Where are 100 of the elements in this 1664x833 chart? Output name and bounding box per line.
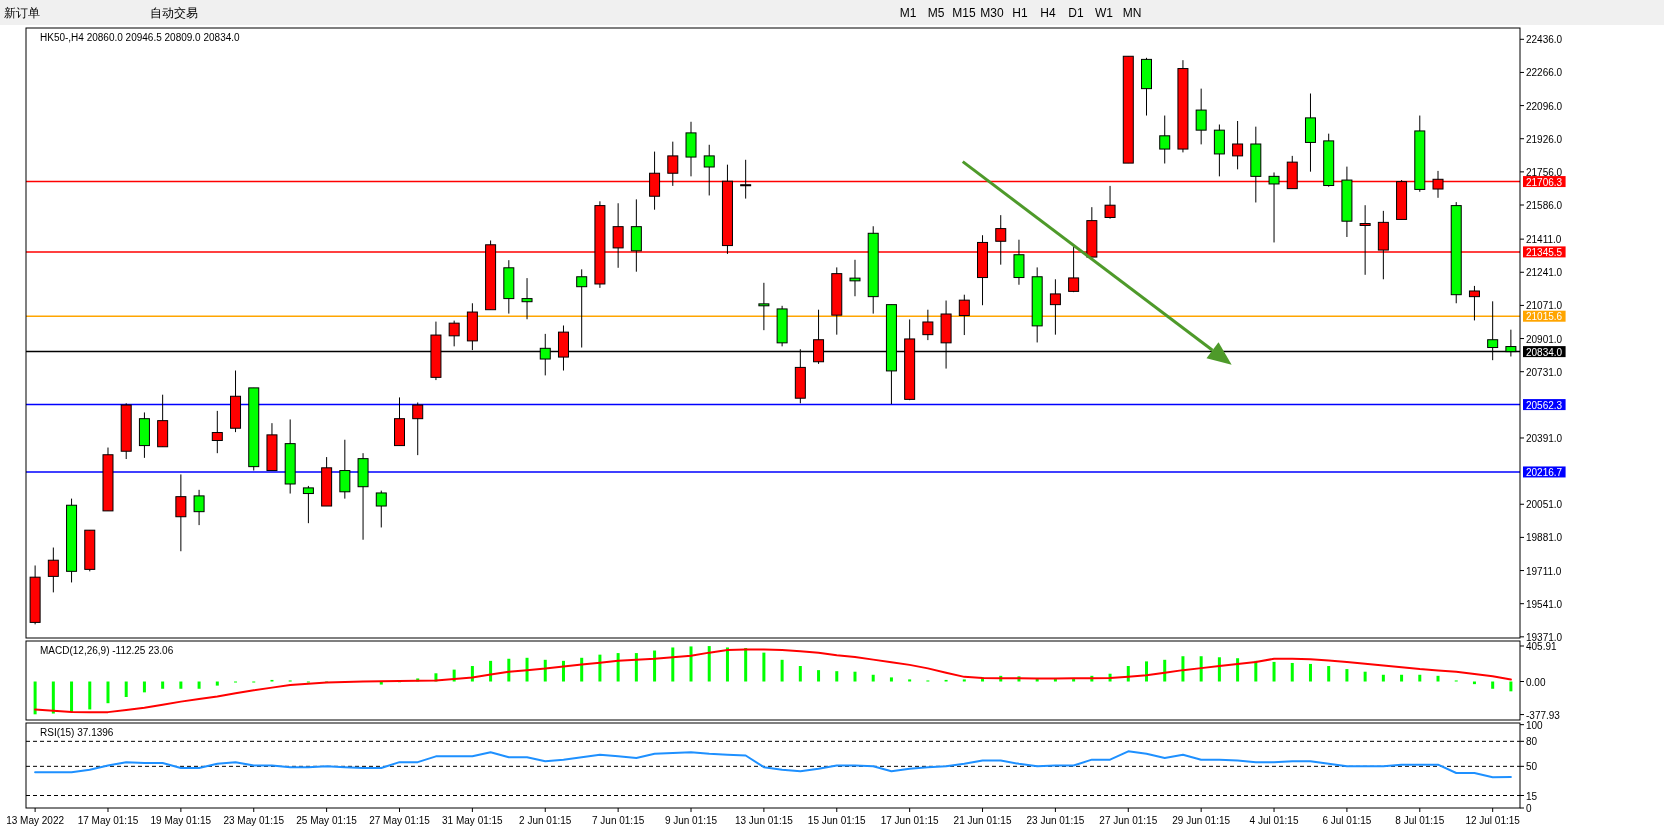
x-tick-label: 13 Jun 01:15: [734, 815, 794, 826]
y-tick-label: 0: [1526, 803, 1532, 814]
bar: [1308, 663, 1312, 682]
bar: [707, 646, 711, 682]
bar: [88, 681, 92, 710]
y-tick-label: 21241.0: [1526, 267, 1563, 279]
bar: [671, 647, 675, 682]
bar: [1345, 669, 1349, 682]
x-tick-label: 2 Jun 01:15: [519, 815, 572, 826]
text: M5: [927, 6, 945, 20]
chart-title: HK50-,H4 20860.0 20946.5 20809.0 20834.0: [40, 32, 241, 43]
bar: [598, 654, 602, 682]
bar: [1491, 681, 1495, 689]
bar: [1272, 661, 1276, 682]
bar: [634, 653, 638, 682]
bar: [1400, 674, 1404, 682]
bar: [525, 657, 529, 682]
text: M15: [952, 6, 976, 20]
bar: [70, 681, 74, 712]
bar: [725, 647, 729, 682]
bar: [580, 657, 584, 682]
x-tick-label: 9 Jun 01:15: [664, 815, 718, 826]
x-tick-label: 23 May 01:15: [223, 815, 285, 826]
bar: [1181, 656, 1185, 682]
x-tick-label: 15 Jun 01:15: [807, 815, 867, 826]
bar: [835, 671, 839, 682]
y-tick-label: 21926.0: [1526, 133, 1563, 145]
y-tick-label: 100: [1526, 719, 1544, 731]
y-tick-label: 20901.0: [1526, 333, 1563, 345]
bar: [561, 660, 565, 682]
bar: [543, 659, 547, 682]
y-tick-label: -377.93: [1526, 709, 1561, 721]
bar: [1418, 674, 1422, 682]
bar: [871, 674, 875, 682]
bar: [1327, 666, 1331, 682]
text: 自动交易: [150, 6, 198, 20]
line-series: [34, 648, 1512, 714]
x-tick-label: 19 May 01:15: [150, 815, 212, 826]
x-tick-label: 6 Jul 01:15: [1322, 815, 1372, 826]
line-series: [34, 750, 1512, 779]
bar: [762, 652, 766, 682]
x-tick-label: 27 Jun 01:15: [1099, 815, 1158, 826]
text: M1: [899, 6, 917, 20]
y-tick-label: 21411.0: [1526, 234, 1562, 246]
bar: [780, 659, 784, 682]
y-tick-label: 50: [1526, 761, 1538, 773]
text: 新订单: [4, 6, 40, 20]
y-tick-label: 22436.0: [1526, 34, 1563, 46]
y-tick-label: 405.91: [1526, 640, 1558, 652]
y-tick-label: 0.00: [1526, 676, 1546, 688]
bar: [616, 653, 620, 682]
x-tick-label: 25 May 01:15: [296, 815, 358, 826]
ref-line-label: 20216.7: [1526, 466, 1563, 478]
bar: [798, 666, 802, 682]
bar: [1163, 659, 1167, 682]
text: D1: [1068, 6, 1084, 20]
bar: [489, 660, 493, 682]
y-tick-label: 22266.0: [1526, 67, 1563, 79]
y-tick-label: 15: [1526, 790, 1538, 802]
bar: [889, 677, 893, 682]
text: H1: [1012, 6, 1028, 20]
ref-line-label: 21706.3: [1526, 176, 1563, 188]
x-tick-label: 12 Jul 01:15: [1465, 815, 1521, 826]
text: M30: [980, 6, 1004, 20]
y-tick-label: 21756.0: [1526, 166, 1563, 178]
bar: [161, 681, 165, 689]
x-tick-label: 17 Jun 01:15: [880, 815, 939, 826]
x-tick-label: 8 Jul 01:15: [1395, 815, 1445, 826]
bar: [908, 679, 912, 682]
y-tick-label: 22096.0: [1526, 100, 1563, 112]
bar: [817, 670, 821, 682]
bar: [1436, 675, 1440, 682]
x-tick-label: 27 May 01:15: [369, 815, 431, 826]
chart-title: RSI(15) 37.1396: [40, 727, 114, 738]
bar: [215, 681, 219, 686]
ref-line-label: 20834.0: [1526, 346, 1563, 358]
bar: [744, 648, 748, 682]
bar: [507, 658, 511, 682]
bar: [124, 681, 128, 697]
y-tick-label: 20051.0: [1526, 499, 1563, 511]
bar: [653, 650, 657, 682]
bar: [1199, 656, 1203, 682]
bar: [853, 671, 857, 682]
chart-title: MACD(12,26,9) -112.25 23.06: [40, 645, 174, 656]
bar: [197, 681, 201, 689]
y-tick-label: 21586.0: [1526, 200, 1563, 212]
text: MN: [1122, 6, 1142, 20]
x-tick-label: 29 Jun 01:15: [1172, 815, 1231, 826]
y-tick-label: 19711.0: [1526, 565, 1562, 577]
bar: [1217, 657, 1221, 682]
bar: [1254, 660, 1258, 682]
bar: [1381, 674, 1385, 682]
bar: [1236, 658, 1240, 682]
bar: [1363, 671, 1367, 682]
bar: [33, 681, 37, 715]
bar: [1290, 662, 1294, 682]
x-tick-label: 23 Jun 01:15: [1026, 815, 1085, 826]
bar: [1509, 681, 1513, 692]
bar: [689, 646, 693, 682]
x-tick-label: 31 May 01:15: [442, 815, 504, 826]
